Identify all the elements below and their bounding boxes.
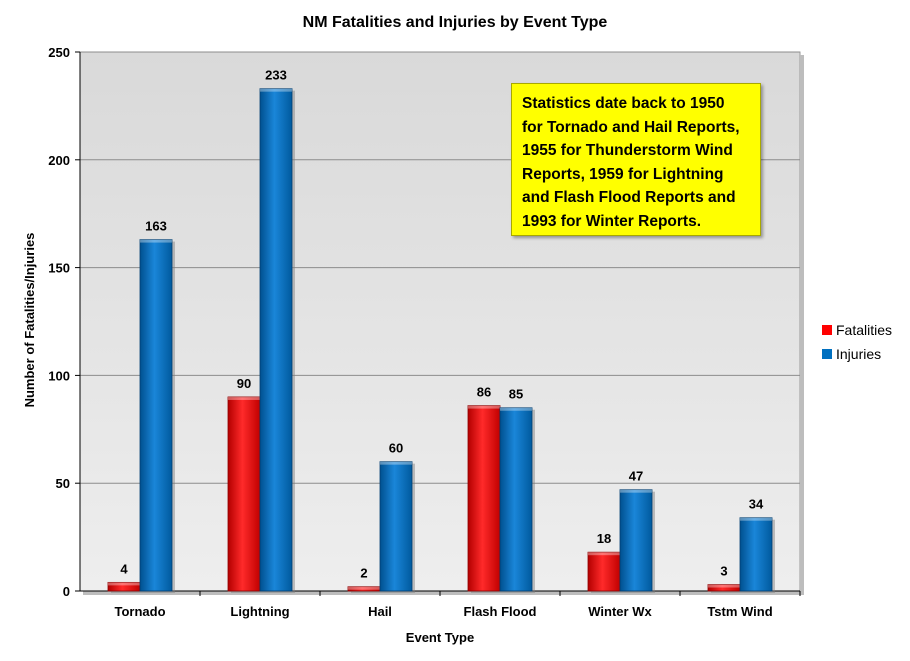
annotation-line: for Tornado and Hail Reports,	[522, 118, 740, 136]
y-tick-label: 50	[56, 476, 70, 491]
annotation-line: and Flash Flood Reports and	[522, 189, 736, 206]
data-label-injuries: 233	[265, 68, 287, 83]
bar-cap	[588, 552, 620, 556]
annotation-line: Reports, 1959 for Lightning	[522, 165, 724, 183]
annotation-line: Statistics date back to 1950	[522, 95, 725, 112]
data-label-injuries: 85	[509, 387, 523, 402]
legend-label-injuries: Injuries	[836, 346, 881, 362]
x-tick-label: Lightning	[230, 604, 289, 619]
bar-cap	[260, 88, 292, 92]
legend-label-fatalities: Fatalities	[836, 322, 892, 338]
annotation-line: 1993 for Winter Reports.	[522, 212, 702, 230]
bar-fatalities	[467, 405, 501, 592]
data-label-fatalities: 3	[720, 564, 727, 579]
bar-injuries	[379, 461, 413, 592]
data-label-fatalities: 18	[597, 531, 611, 546]
y-tick-label: 100	[48, 368, 70, 383]
bar-fatalities	[587, 551, 621, 592]
y-tick-label: 200	[48, 153, 70, 168]
x-tick-label: Winter Wx	[588, 604, 652, 619]
bar-cap	[108, 582, 140, 586]
data-label-fatalities: 86	[477, 385, 491, 400]
data-label-fatalities: 2	[360, 566, 367, 581]
y-tick-label: 250	[48, 45, 70, 60]
plot-floor	[83, 591, 803, 595]
legend-swatch-fatalities	[822, 325, 832, 335]
bar-cap	[740, 517, 772, 521]
data-label-injuries: 60	[389, 441, 403, 456]
data-label-injuries: 34	[749, 497, 764, 512]
y-axis-label: Number of Fatalities/Injuries	[22, 233, 37, 408]
bar-cap	[500, 407, 532, 411]
y-tick-label: 0	[63, 584, 70, 599]
bar-injuries	[499, 407, 533, 592]
bar-injuries	[139, 239, 173, 592]
bar-cap	[228, 396, 260, 400]
data-label-fatalities: 90	[237, 376, 251, 391]
data-label-injuries: 47	[629, 469, 643, 484]
data-label-fatalities: 4	[120, 561, 128, 576]
x-tick-label: Flash Flood	[464, 604, 537, 619]
bar-cap	[380, 461, 412, 465]
bar-injuries	[259, 88, 293, 592]
data-label-injuries: 163	[145, 219, 167, 234]
bar-cap	[348, 586, 380, 590]
x-tick-label: Hail	[368, 604, 392, 619]
x-tick-label: Tstm Wind	[707, 604, 772, 619]
chart-title: NM Fatalities and Injuries by Event Type	[303, 14, 608, 31]
x-axis-label: Event Type	[406, 630, 474, 645]
annotation-note: Statistics date back to 1950 for Tornado …	[511, 83, 761, 236]
y-tick-label: 150	[48, 261, 70, 276]
annotation-line: 1955 for Thunderstorm Wind	[522, 142, 733, 159]
x-tick-label: Tornado	[114, 604, 165, 619]
plot-side	[800, 55, 804, 595]
bar-cap	[620, 489, 652, 493]
bar-injuries	[739, 517, 773, 592]
legend-swatch-injuries	[822, 349, 832, 359]
bar-injuries	[619, 489, 653, 592]
bar-cap	[708, 584, 740, 588]
bar-cap	[468, 405, 500, 409]
bar-fatalities	[227, 396, 261, 592]
bar-cap	[140, 239, 172, 243]
